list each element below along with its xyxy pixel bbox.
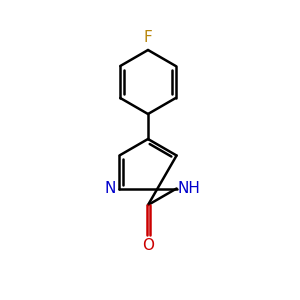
Text: O: O <box>142 238 154 253</box>
Text: F: F <box>144 29 152 44</box>
Text: N: N <box>105 181 116 196</box>
Text: NH: NH <box>177 181 200 196</box>
